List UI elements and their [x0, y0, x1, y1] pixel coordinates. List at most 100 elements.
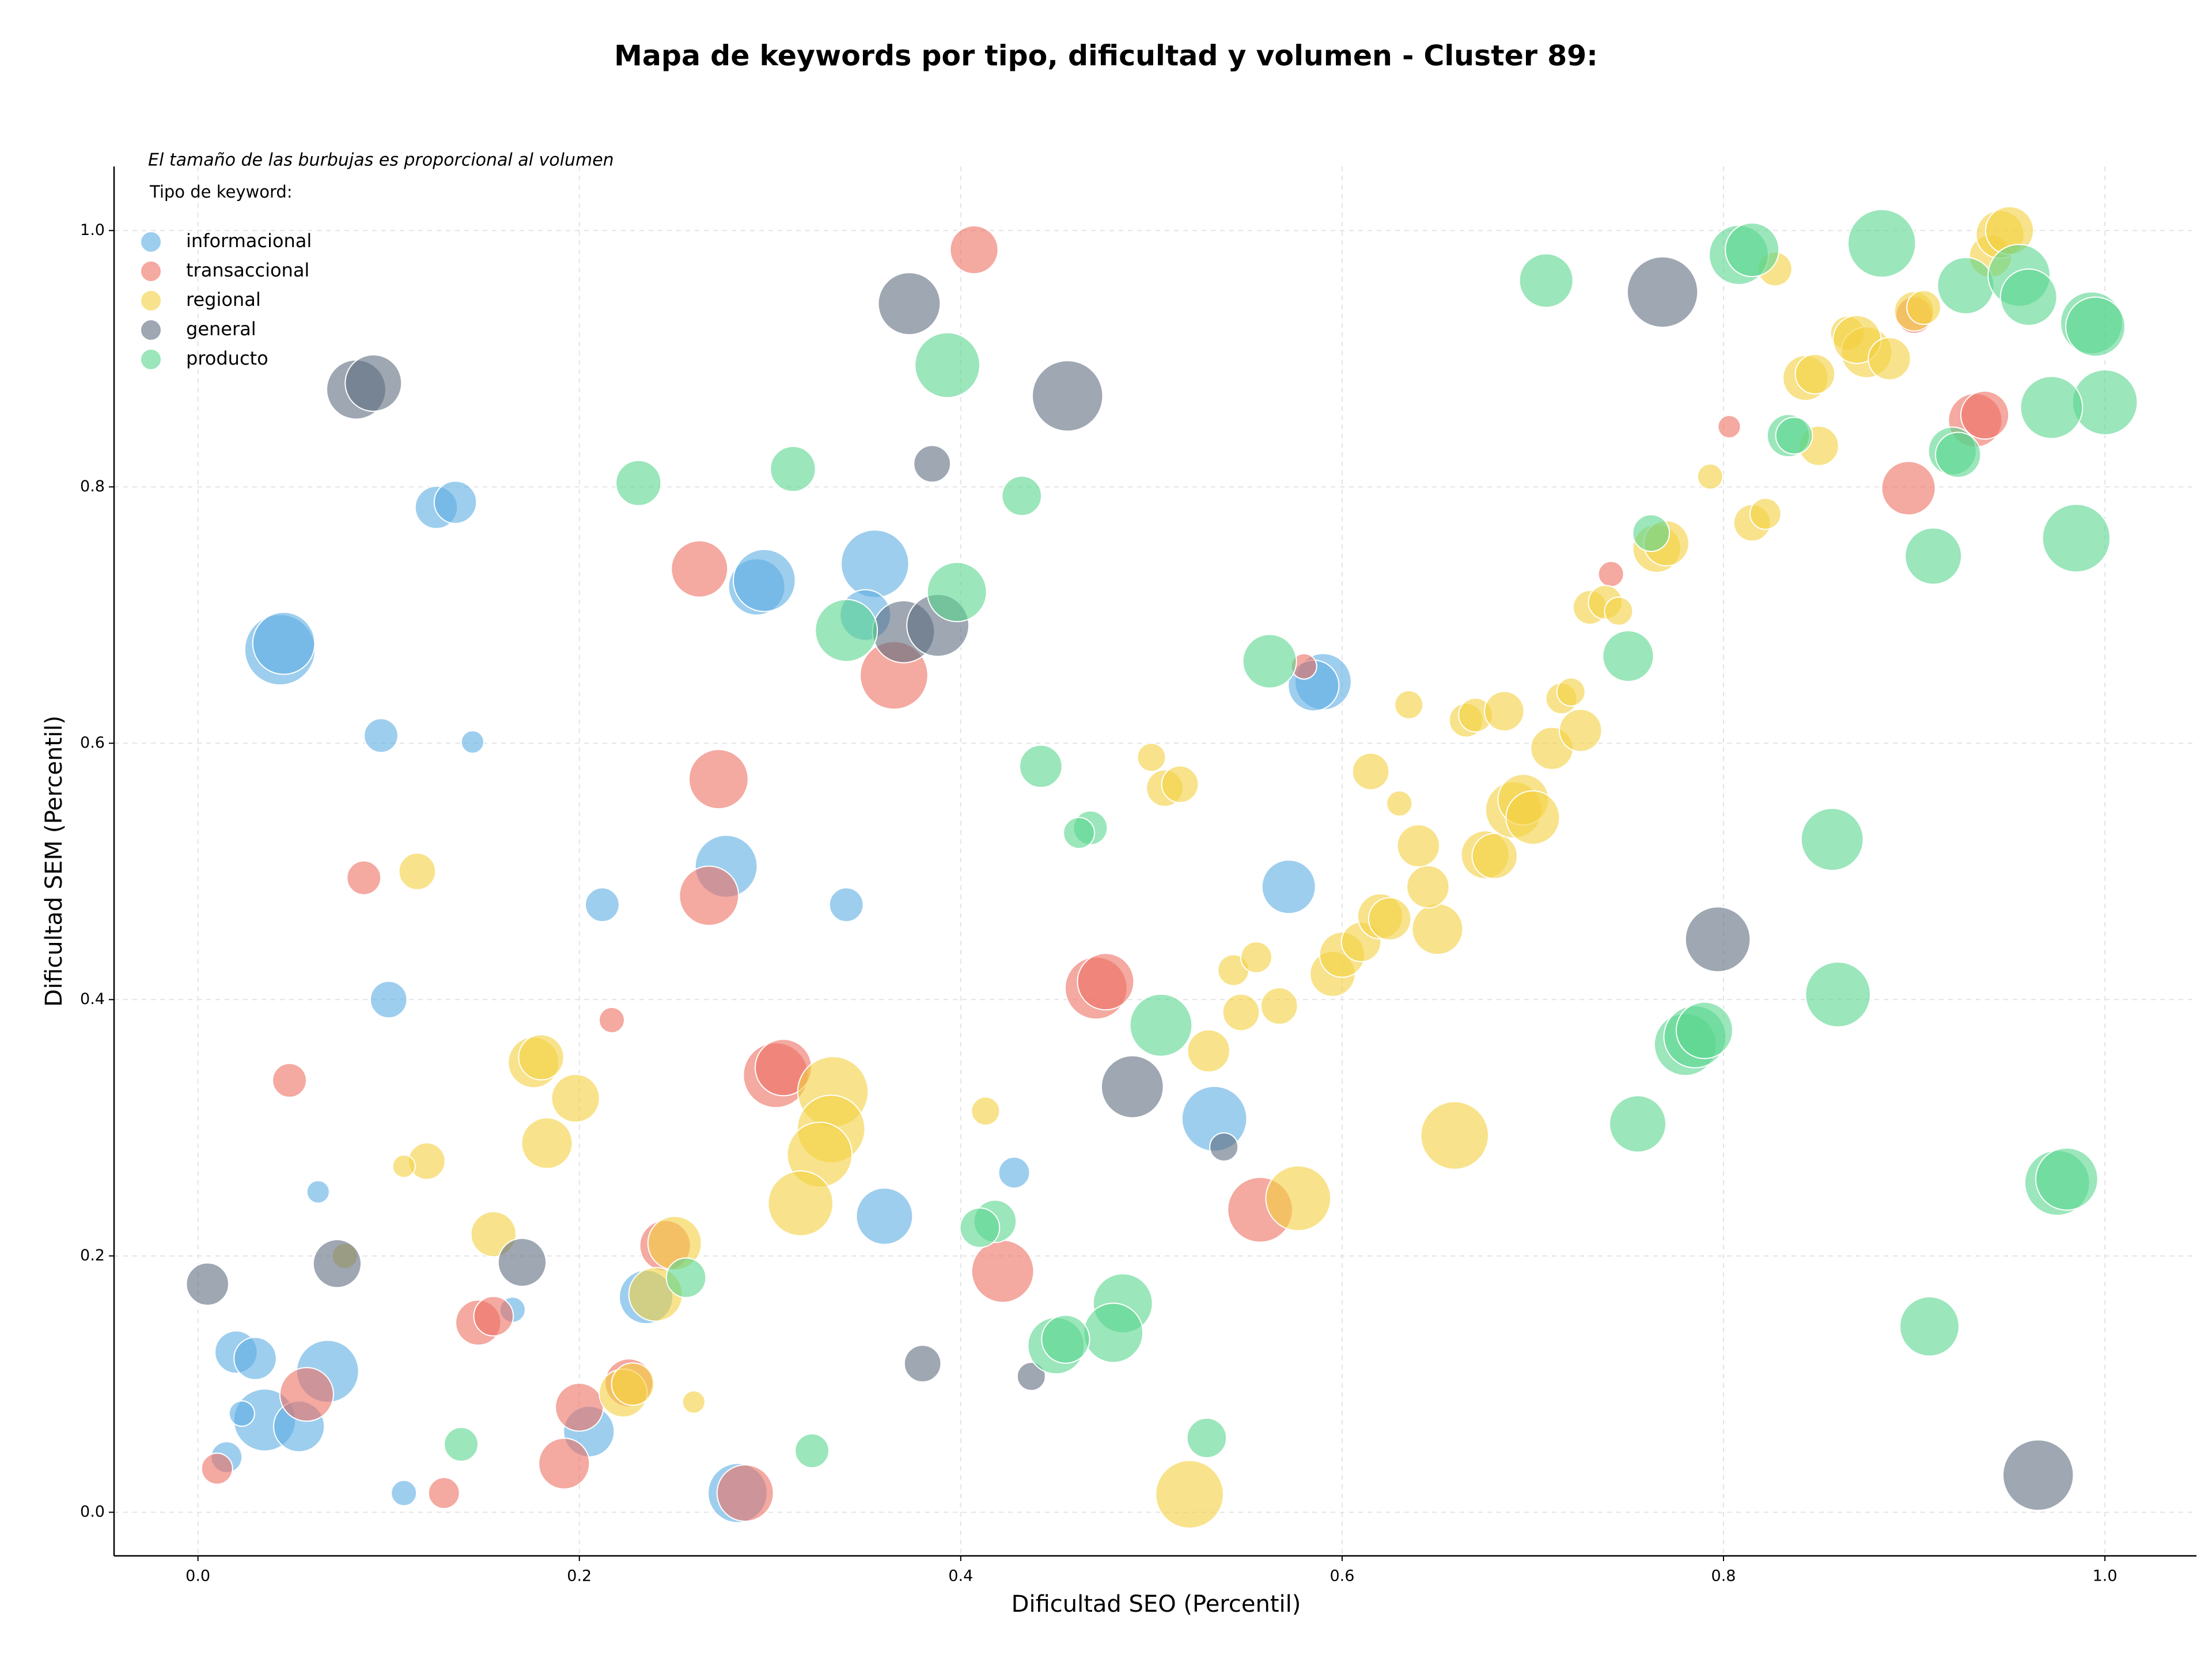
bubble — [2020, 376, 2084, 440]
bubble — [1083, 1302, 1144, 1363]
bubble — [521, 1117, 573, 1169]
bubble — [1597, 560, 1624, 588]
bubble — [1261, 859, 1316, 915]
x-axis-label: Dificultad SEO (Percentil) — [1012, 1591, 1301, 1617]
x-tick-label: 0.6 — [1330, 1567, 1354, 1585]
bubble — [2065, 296, 2126, 357]
bubble — [1717, 415, 1741, 439]
bubble — [971, 1096, 1001, 1126]
bubble — [767, 1170, 834, 1237]
bubble — [1696, 463, 1724, 490]
bubble — [460, 730, 484, 754]
bubble — [1240, 941, 1272, 973]
legend-marker — [140, 348, 162, 370]
bubble — [279, 1367, 334, 1422]
bubble — [971, 1240, 1035, 1303]
bubble — [497, 1237, 547, 1287]
bubble — [1626, 256, 1699, 328]
y-tick-label: 1.0 — [80, 221, 105, 239]
chart-title: Mapa de keywords por tipo, dificultad y … — [614, 40, 1598, 73]
bubble — [1675, 1001, 1733, 1059]
bubble — [398, 852, 437, 891]
bubble — [815, 598, 878, 662]
y-axis-label: Dificultad SEM (Percentil) — [41, 715, 67, 1007]
y-tick-label: 0.0 — [80, 1503, 105, 1521]
bubble — [1137, 743, 1166, 772]
bubble — [1794, 354, 1836, 395]
bubble — [1222, 993, 1260, 1032]
bubble — [1518, 253, 1574, 308]
legend-marker — [140, 319, 162, 341]
x-tick-label: 0.8 — [1711, 1567, 1736, 1585]
legend-label: producto — [186, 347, 268, 369]
bubble — [363, 718, 399, 753]
bubble — [1556, 677, 1586, 707]
bubble — [1368, 897, 1412, 941]
bubble — [1031, 360, 1104, 432]
bubble — [185, 1262, 229, 1306]
bubble — [615, 460, 662, 506]
bubble — [998, 1156, 1031, 1189]
x-tick-label: 0.4 — [948, 1567, 973, 1585]
bubble — [1847, 209, 1916, 278]
bubble — [1209, 1132, 1239, 1162]
bubble — [427, 1477, 460, 1509]
bubble — [1420, 1101, 1490, 1170]
bubble — [1063, 817, 1096, 849]
bubble — [551, 1074, 600, 1123]
bubble — [1161, 765, 1199, 804]
bubble — [1406, 865, 1450, 909]
bubble — [855, 1187, 914, 1245]
x-tick-label: 0.2 — [567, 1567, 592, 1585]
bubble — [555, 1382, 604, 1432]
series — [185, 256, 2074, 1512]
bubble — [538, 1437, 590, 1490]
series — [331, 206, 2035, 1529]
legend-marker — [140, 231, 162, 253]
bubble — [228, 1400, 255, 1427]
bubble — [1609, 1095, 1667, 1153]
legend-title: Tipo de keyword: — [149, 182, 293, 202]
bubble — [391, 1479, 418, 1507]
bubble — [1016, 1361, 1046, 1391]
bubble — [914, 332, 980, 399]
bubble — [770, 445, 816, 493]
bubble — [1471, 832, 1518, 880]
bubble — [200, 1452, 233, 1485]
legend-label: transaccional — [186, 259, 309, 281]
bubble — [959, 1207, 1001, 1248]
bubble — [1077, 953, 1135, 1011]
bubble — [828, 887, 864, 923]
y-tick-label: 0.8 — [80, 478, 105, 495]
bubble — [688, 749, 749, 810]
bubble — [392, 1154, 416, 1179]
bubble — [1775, 416, 1813, 455]
x-tick-label: 0.0 — [185, 1567, 210, 1585]
bubble — [671, 540, 729, 598]
bubble — [1155, 1460, 1224, 1529]
bubble — [1749, 498, 1782, 530]
bubble — [233, 1336, 277, 1381]
bubble — [665, 1257, 707, 1298]
bubble — [1411, 903, 1464, 956]
bubble — [369, 980, 408, 1019]
bubble — [1906, 290, 1941, 325]
bubble — [732, 548, 796, 612]
legend-label: regional — [186, 289, 261, 310]
x-tick-label: 1.0 — [2093, 1567, 2118, 1585]
bubble — [1868, 337, 1911, 381]
bubble — [306, 1180, 330, 1204]
bubble — [1265, 1165, 1332, 1232]
bubble — [2041, 503, 2111, 573]
bubble — [2002, 1439, 2074, 1512]
bubble — [1602, 630, 1654, 683]
bubble — [949, 225, 999, 275]
bubble — [1632, 514, 1671, 552]
bubble — [346, 860, 382, 896]
bubble — [1805, 961, 1871, 1028]
bubble — [840, 529, 910, 598]
bubble — [679, 865, 740, 926]
bubble — [903, 1344, 942, 1383]
bubble — [1999, 268, 2058, 326]
